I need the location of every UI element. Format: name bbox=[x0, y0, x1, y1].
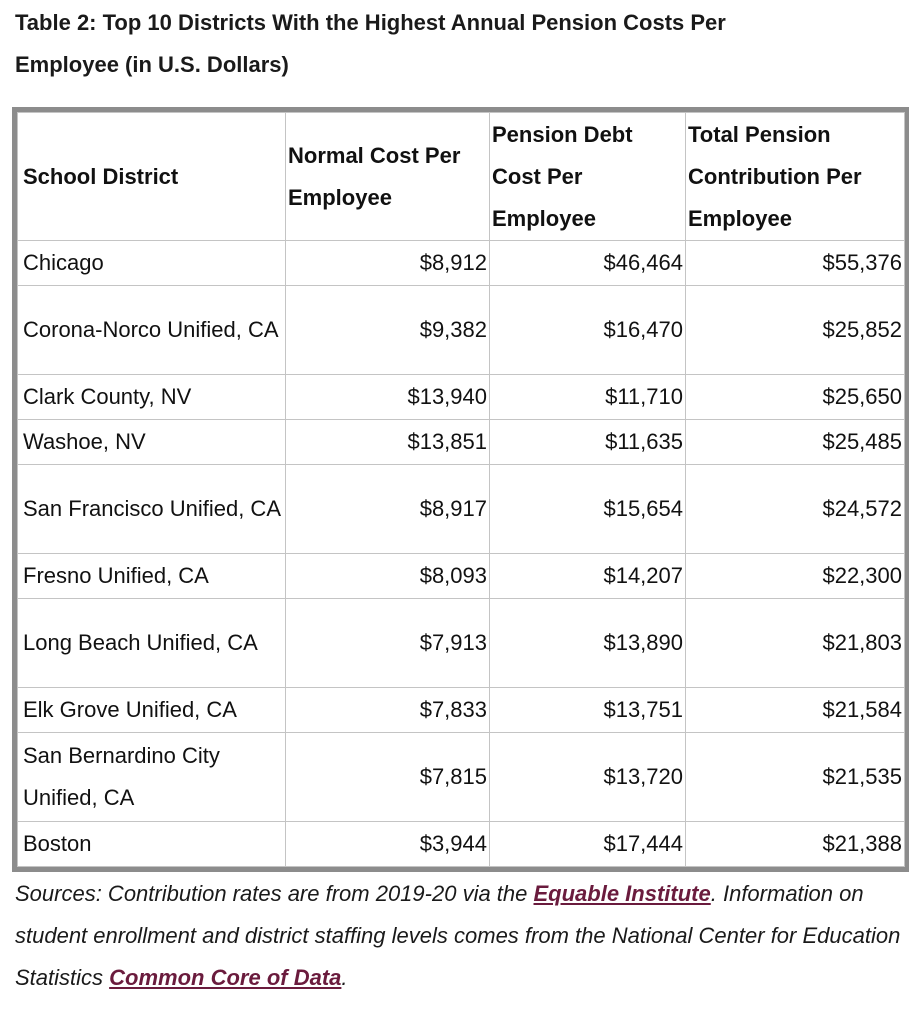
total-cost-cell: $21,388 bbox=[685, 821, 905, 867]
table-row: Long Beach Unified, CA $7,913 $13,890 $2… bbox=[17, 598, 905, 688]
sources-suffix: . bbox=[341, 965, 348, 990]
header-row: School District Normal Cost Per Employee… bbox=[17, 112, 905, 241]
district-cell: San Bernardino City Unified, CA bbox=[17, 732, 286, 822]
normal-cost-cell: $8,093 bbox=[285, 553, 490, 599]
header-school-district: School District bbox=[17, 112, 286, 241]
common-core-of-data-link[interactable]: Common Core of Data bbox=[109, 965, 342, 990]
district-cell: Elk Grove Unified, CA bbox=[17, 687, 286, 733]
header-normal-cost: Normal Cost Per Employee bbox=[285, 112, 490, 241]
normal-cost-cell: $7,815 bbox=[285, 732, 490, 822]
total-cost-cell: $21,803 bbox=[685, 598, 905, 688]
pension-costs-table: School District Normal Cost Per Employee… bbox=[17, 112, 905, 867]
debt-cost-cell: $11,635 bbox=[489, 419, 686, 465]
normal-cost-cell: $13,851 bbox=[285, 419, 490, 465]
normal-cost-cell: $13,940 bbox=[285, 374, 490, 420]
pension-table-frame: School District Normal Cost Per Employee… bbox=[12, 107, 909, 872]
sources-middle: . Information on student enrollment and … bbox=[15, 881, 901, 990]
sources-prefix: Sources: Contribution rates are from 201… bbox=[15, 881, 534, 906]
table-row: Corona-Norco Unified, CA $9,382 $16,470 … bbox=[17, 285, 905, 375]
caption-line-1: Table 2: Top 10 Districts With the Highe… bbox=[15, 10, 726, 35]
header-pension-debt-cost: Pension Debt Cost Per Employee bbox=[489, 112, 686, 241]
district-cell: San Francisco Unified, CA bbox=[17, 464, 286, 554]
district-cell: Chicago bbox=[17, 240, 286, 286]
debt-cost-cell: $14,207 bbox=[489, 553, 686, 599]
total-cost-cell: $25,650 bbox=[685, 374, 905, 420]
debt-cost-cell: $15,654 bbox=[489, 464, 686, 554]
caption-line-2: Employee (in U.S. Dollars) bbox=[15, 52, 289, 77]
debt-cost-cell: $13,890 bbox=[489, 598, 686, 688]
equable-institute-link[interactable]: Equable Institute bbox=[533, 881, 711, 906]
total-cost-cell: $25,485 bbox=[685, 419, 905, 465]
normal-cost-cell: $8,917 bbox=[285, 464, 490, 554]
total-cost-cell: $55,376 bbox=[685, 240, 905, 286]
district-cell: Long Beach Unified, CA bbox=[17, 598, 286, 688]
total-cost-cell: $22,300 bbox=[685, 553, 905, 599]
debt-cost-cell: $13,720 bbox=[489, 732, 686, 822]
district-cell: Clark County, NV bbox=[17, 374, 286, 420]
debt-cost-cell: $11,710 bbox=[489, 374, 686, 420]
total-cost-cell: $24,572 bbox=[685, 464, 905, 554]
normal-cost-cell: $7,833 bbox=[285, 687, 490, 733]
table-row: San Francisco Unified, CA $8,917 $15,654… bbox=[17, 464, 905, 554]
table-caption: Table 2: Top 10 Districts With the Highe… bbox=[15, 2, 905, 86]
table-row: Boston $3,944 $17,444 $21,388 bbox=[17, 821, 905, 867]
district-cell: Boston bbox=[17, 821, 286, 867]
normal-cost-cell: $9,382 bbox=[285, 285, 490, 375]
table-row: Chicago $8,912 $46,464 $55,376 bbox=[17, 240, 905, 286]
header-total-contribution: Total Pension Contribution Per Employee bbox=[685, 112, 905, 241]
normal-cost-cell: $3,944 bbox=[285, 821, 490, 867]
normal-cost-cell: $8,912 bbox=[285, 240, 490, 286]
table-row: Washoe, NV $13,851 $11,635 $25,485 bbox=[17, 419, 905, 465]
normal-cost-cell: $7,913 bbox=[285, 598, 490, 688]
total-cost-cell: $21,535 bbox=[685, 732, 905, 822]
district-cell: Fresno Unified, CA bbox=[17, 553, 286, 599]
total-cost-cell: $25,852 bbox=[685, 285, 905, 375]
debt-cost-cell: $13,751 bbox=[489, 687, 686, 733]
table-row: Elk Grove Unified, CA $7,833 $13,751 $21… bbox=[17, 687, 905, 733]
table-row: Clark County, NV $13,940 $11,710 $25,650 bbox=[17, 374, 905, 420]
district-cell: Washoe, NV bbox=[17, 419, 286, 465]
district-cell: Corona-Norco Unified, CA bbox=[17, 285, 286, 375]
debt-cost-cell: $17,444 bbox=[489, 821, 686, 867]
table-row: Fresno Unified, CA $8,093 $14,207 $22,30… bbox=[17, 553, 905, 599]
debt-cost-cell: $46,464 bbox=[489, 240, 686, 286]
sources-note: Sources: Contribution rates are from 201… bbox=[15, 873, 910, 999]
debt-cost-cell: $16,470 bbox=[489, 285, 686, 375]
total-cost-cell: $21,584 bbox=[685, 687, 905, 733]
table-row: San Bernardino City Unified, CA $7,815 $… bbox=[17, 732, 905, 822]
